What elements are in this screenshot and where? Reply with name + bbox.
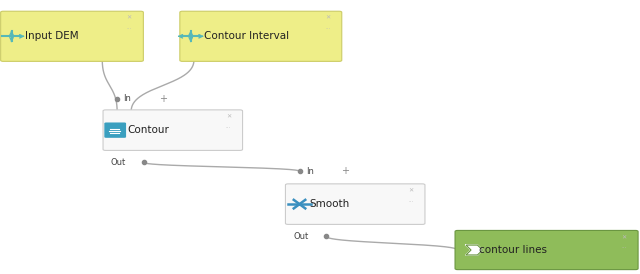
- Text: ···: ···: [226, 125, 231, 130]
- Text: ✕: ✕: [408, 189, 413, 193]
- Text: ✕: ✕: [226, 115, 231, 119]
- FancyBboxPatch shape: [285, 184, 425, 224]
- Text: ···: ···: [408, 199, 413, 204]
- Text: ✕: ✕: [325, 16, 330, 21]
- Polygon shape: [466, 245, 483, 255]
- Text: ✕: ✕: [127, 16, 132, 21]
- FancyBboxPatch shape: [455, 230, 638, 270]
- Text: ···: ···: [325, 26, 330, 31]
- Text: Smooth: Smooth: [310, 199, 350, 209]
- FancyBboxPatch shape: [103, 110, 243, 150]
- Text: In: In: [306, 167, 314, 176]
- Text: +: +: [341, 166, 349, 176]
- Text: In: In: [124, 94, 131, 103]
- Text: ···: ···: [127, 26, 132, 31]
- Text: ···: ···: [621, 246, 627, 250]
- Text: +: +: [159, 94, 166, 104]
- Text: Out: Out: [293, 232, 308, 241]
- Text: contour lines: contour lines: [479, 245, 547, 255]
- FancyBboxPatch shape: [180, 11, 342, 61]
- Text: Contour Interval: Contour Interval: [204, 31, 289, 41]
- Text: Out: Out: [111, 158, 126, 167]
- FancyBboxPatch shape: [1, 11, 143, 61]
- Text: ✕: ✕: [621, 235, 627, 240]
- Text: Input DEM: Input DEM: [25, 31, 79, 41]
- FancyBboxPatch shape: [104, 122, 126, 138]
- Text: Contour: Contour: [127, 125, 169, 135]
